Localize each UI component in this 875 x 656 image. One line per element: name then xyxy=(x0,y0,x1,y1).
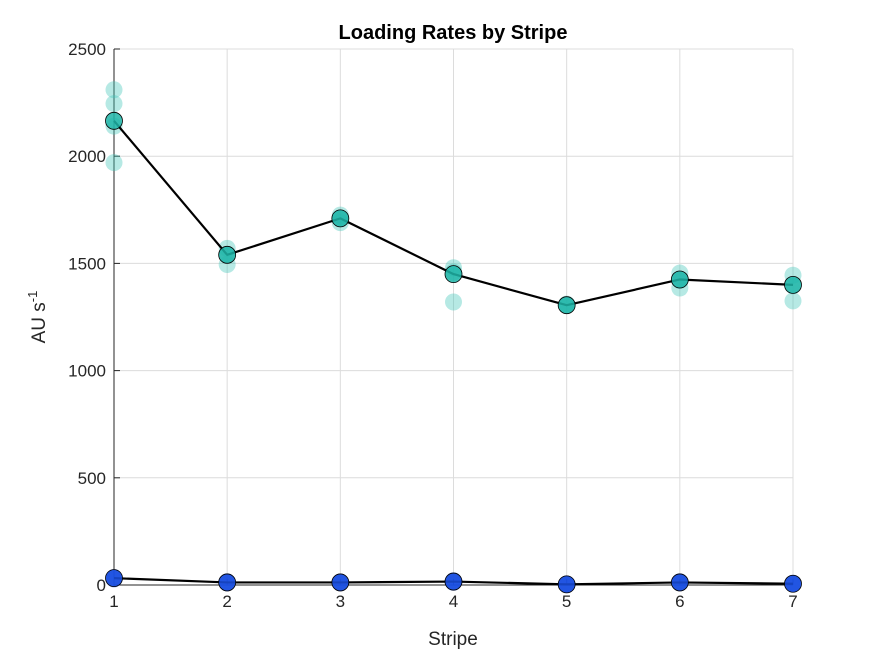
x-tick-label: 5 xyxy=(562,592,571,611)
mean-point xyxy=(670,573,689,592)
y-tick-label: 1500 xyxy=(68,254,106,273)
y-axis-label-base: AU s xyxy=(29,302,50,343)
series-2 xyxy=(105,568,802,594)
y-tick-label: 500 xyxy=(78,469,106,488)
mean-point xyxy=(218,245,237,264)
data-point xyxy=(105,95,123,113)
y-tick-label: 2500 xyxy=(68,40,106,59)
mean-point xyxy=(670,270,689,289)
y-tick-labels: 0 500 1000 1500 2000 2500 xyxy=(68,40,106,595)
x-tick-label: 7 xyxy=(788,592,797,611)
mean-point xyxy=(105,569,123,588)
x-tick-label: 6 xyxy=(675,592,684,611)
mean-point xyxy=(784,275,802,294)
y-tick-label: 0 xyxy=(97,576,106,595)
x-tick-labels: 1 2 3 4 5 6 7 xyxy=(109,592,797,611)
chart-title: Loading Rates by Stripe xyxy=(339,22,568,44)
x-tick-label: 2 xyxy=(222,592,231,611)
y-axis-label: AU s-1 xyxy=(25,291,50,344)
data-point xyxy=(784,292,802,310)
y-tick-label: 2000 xyxy=(68,147,106,166)
mean-point xyxy=(331,209,350,228)
data-point xyxy=(105,154,123,172)
data-point xyxy=(105,81,123,99)
mean-point xyxy=(218,573,237,592)
series-layer xyxy=(105,81,802,594)
mean-point xyxy=(444,572,463,591)
mean-point xyxy=(331,573,350,592)
data-point xyxy=(445,293,462,311)
series-1 xyxy=(105,81,802,315)
y-axis-label-superscript: -1 xyxy=(25,291,40,303)
y-tick-label: 1000 xyxy=(68,362,106,381)
x-tick-label: 3 xyxy=(336,592,345,611)
mean-point xyxy=(557,575,576,594)
x-tick-label: 1 xyxy=(109,592,118,611)
mean-point xyxy=(444,265,463,284)
mean-point xyxy=(105,111,123,130)
x-tick-label: 4 xyxy=(449,592,458,611)
mean-point xyxy=(557,296,576,315)
x-axis-label: Stripe xyxy=(428,629,478,650)
mean-point xyxy=(784,574,802,593)
